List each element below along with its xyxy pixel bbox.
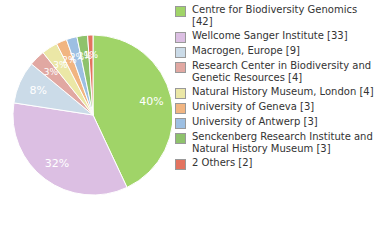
html-text:Wellcome Sanger Institute [33]: Wellcome Sanger Institute [33] bbox=[192, 30, 348, 41]
html-text:Natural History Museum, London: Natural History Museum, London [4] bbox=[192, 86, 374, 97]
html-text:Centre for Biodiversity Genomi: Centre for Biodiversity Genomics [42] bbox=[192, 4, 358, 27]
svg-text:3%: 3% bbox=[53, 59, 68, 70]
svg-text:1%: 1% bbox=[84, 50, 99, 60]
html-text:2 Others [2]: 2 Others [2] bbox=[192, 157, 253, 168]
html-text:Senckenberg Research Institute: Senckenberg Research Institute and Natur… bbox=[192, 131, 373, 154]
html-text:University of Antwerp [3]: University of Antwerp [3] bbox=[192, 116, 318, 127]
html-text:University of Geneva [3]: University of Geneva [3] bbox=[192, 101, 315, 112]
html-text:Macrogen, Europe [9]: Macrogen, Europe [9] bbox=[192, 45, 300, 56]
html-text:Research Center in Biodiversit: Research Center in Biodiversity and Gene… bbox=[192, 60, 372, 83]
svg-text:40%: 40% bbox=[139, 95, 163, 108]
svg-text:32%: 32% bbox=[45, 157, 69, 170]
svg-text:8%: 8% bbox=[30, 84, 47, 97]
svg-text:3%: 3% bbox=[43, 67, 59, 78]
